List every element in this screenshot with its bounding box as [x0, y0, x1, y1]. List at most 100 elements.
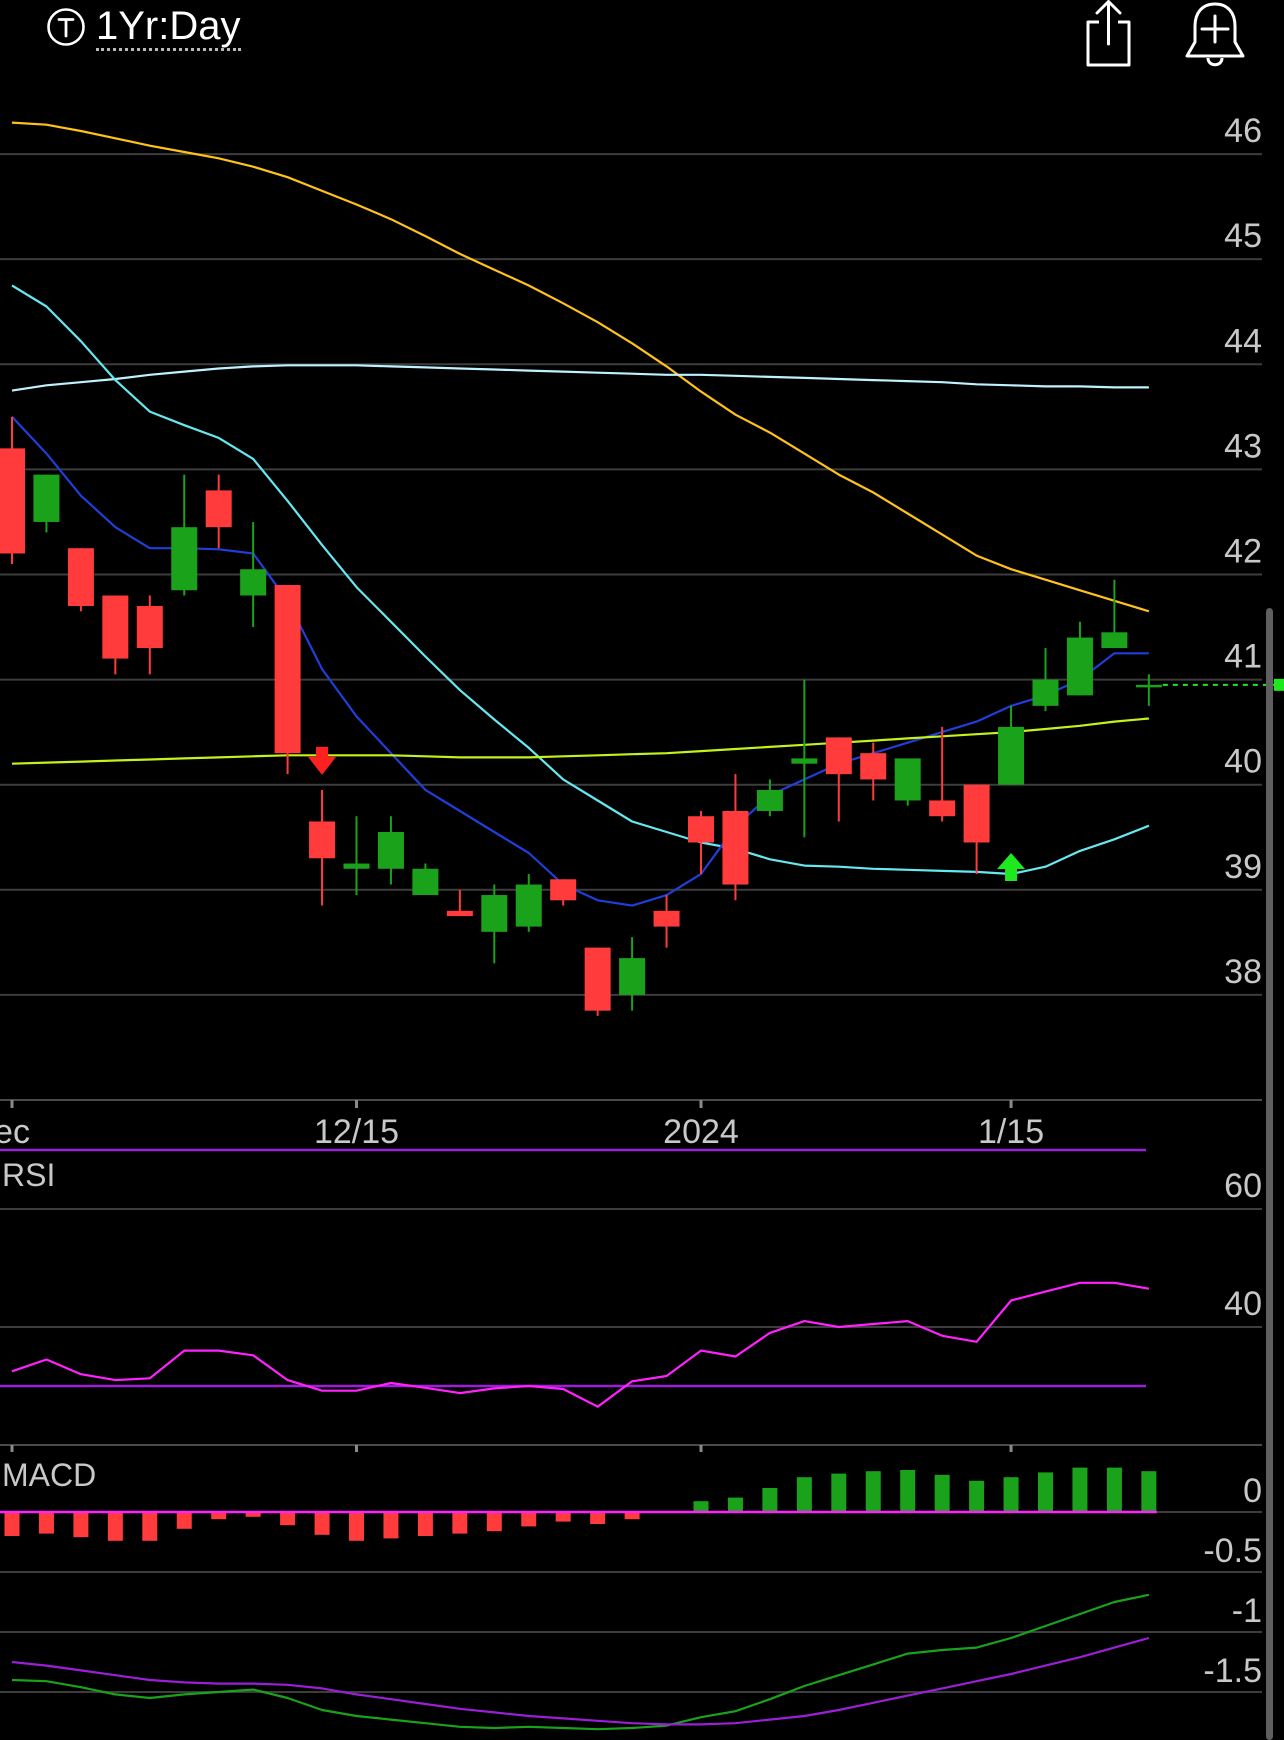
- share-button[interactable]: [1078, 0, 1138, 68]
- candle-body: [929, 800, 956, 817]
- macd-histogram-bar: [900, 1470, 916, 1512]
- candle-body: [205, 490, 232, 528]
- price-axis-label: 41: [1224, 638, 1262, 676]
- candle-body: [722, 810, 749, 885]
- macd-title: MACD: [2, 1457, 96, 1493]
- moving-average-line: [11, 284, 1150, 876]
- moving-average-line: [11, 121, 1150, 613]
- macd-histogram-bar: [245, 1512, 261, 1517]
- sell-signal-arrow: [308, 746, 337, 775]
- macd-histogram-bar: [176, 1512, 192, 1529]
- macd-panel: MACD 0 -0.5 -1 -1.5: [0, 1457, 1262, 1731]
- macd-histogram-bar: [1038, 1472, 1053, 1512]
- price-axis-label: 39: [1224, 848, 1262, 886]
- macd-histogram-bar: [142, 1512, 158, 1541]
- rsi-axis-label: 60: [1224, 1167, 1262, 1205]
- candle-body: [825, 737, 852, 775]
- macd-line: [11, 1593, 1150, 1731]
- share-icon: [1086, 0, 1131, 67]
- last-price-marker: [1274, 678, 1284, 691]
- candle-body: [1066, 637, 1093, 696]
- rsi-panel: RSI 60 40: [0, 1148, 1262, 1452]
- bell-plus-icon: [1185, 2, 1245, 67]
- macd-histogram-bar: [486, 1512, 502, 1532]
- macd-histogram-bar: [1003, 1477, 1019, 1512]
- candle-body: [1101, 632, 1128, 649]
- macd-histogram-bar: [349, 1512, 364, 1541]
- candle-body: [67, 548, 94, 607]
- macd-histogram-bar: [383, 1512, 399, 1539]
- vertical-scrollbar[interactable]: [1266, 608, 1273, 1740]
- candle-body: [860, 753, 887, 780]
- macd-histogram-bar: [280, 1512, 296, 1526]
- candle-body: [309, 821, 336, 859]
- price-axis-label: 42: [1224, 532, 1262, 570]
- price-axis-label: 46: [1224, 112, 1262, 150]
- macd-signal-line: [11, 1636, 1150, 1726]
- candle-body: [240, 569, 267, 596]
- candle-body: [756, 789, 783, 811]
- macd-axis-label: 0: [1243, 1472, 1262, 1510]
- macd-histogram-bar: [521, 1512, 537, 1527]
- price-axis-label: 43: [1224, 427, 1262, 465]
- macd-histogram-bar: [934, 1474, 950, 1512]
- candle-body: [102, 595, 129, 659]
- price-axis-label: 40: [1224, 743, 1262, 781]
- macd-histogram-bar: [1072, 1467, 1088, 1512]
- candle-body: [584, 947, 611, 1011]
- macd-histogram-bar: [73, 1512, 89, 1538]
- candle-body: [377, 831, 404, 869]
- candle-body: [963, 784, 990, 843]
- macd-histogram-bar: [555, 1512, 571, 1522]
- price-axis-label: 38: [1224, 953, 1262, 991]
- candle-body: [481, 895, 508, 932]
- candle-body: [136, 606, 163, 649]
- macd-histogram-bar: [452, 1512, 468, 1534]
- candle-body: [171, 527, 198, 591]
- moving-average-line: [11, 416, 1149, 907]
- add-alert-button[interactable]: [1182, 0, 1248, 68]
- candle-body: [688, 816, 714, 843]
- macd-histogram-bar: [762, 1488, 778, 1512]
- macd-histogram-bar: [1106, 1467, 1122, 1512]
- clock-t-icon: [47, 8, 85, 46]
- candle-body: [1032, 679, 1059, 706]
- x-axis-label: ec: [0, 1113, 30, 1151]
- macd-histogram-bar: [211, 1512, 227, 1520]
- macd-histogram-bar: [314, 1512, 330, 1535]
- candle-body: [412, 868, 439, 896]
- candle-body: [791, 758, 818, 764]
- buy-signal-arrow: [997, 853, 1026, 882]
- macd-axis-label: -0.5: [1203, 1532, 1262, 1570]
- macd-histogram-bar: [831, 1473, 847, 1512]
- top-bar: 1Yr:Day: [0, 0, 1284, 70]
- candle-body: [33, 474, 60, 522]
- rsi-axis-label: 40: [1224, 1285, 1262, 1323]
- macd-histogram-bar: [969, 1480, 985, 1512]
- timeframe-selector[interactable]: 1Yr:Day: [46, 2, 241, 52]
- macd-histogram-bar: [693, 1501, 709, 1512]
- macd-histogram-bar: [107, 1512, 123, 1541]
- macd-histogram-bar: [1141, 1471, 1157, 1512]
- candle-body: [0, 448, 25, 554]
- price-panel: 46 45 44 43 42 41 40 39 38 ec 12/15 2024 1/15: [0, 112, 1284, 1151]
- rsi-line: [11, 1281, 1150, 1408]
- candle-body: [550, 879, 577, 901]
- price-axis-label: 45: [1224, 217, 1262, 255]
- macd-histogram-bar: [865, 1471, 881, 1512]
- macd-histogram-bar: [796, 1477, 812, 1512]
- rsi-title: RSI: [2, 1157, 55, 1193]
- candle-body: [1135, 684, 1162, 688]
- macd-histogram-bar: [727, 1497, 743, 1512]
- x-axis-label: 1/15: [978, 1113, 1044, 1151]
- macd-axis-label: -1: [1232, 1592, 1262, 1630]
- macd-histogram-bar: [590, 1512, 606, 1524]
- price-axis-label: 44: [1224, 322, 1262, 360]
- candle-body: [998, 726, 1025, 785]
- candle-body: [274, 585, 301, 754]
- candle-body: [619, 958, 646, 995]
- moving-average-line: [11, 717, 1149, 765]
- timeframe-label: 1Yr:Day: [96, 4, 241, 51]
- candle-body: [446, 910, 473, 917]
